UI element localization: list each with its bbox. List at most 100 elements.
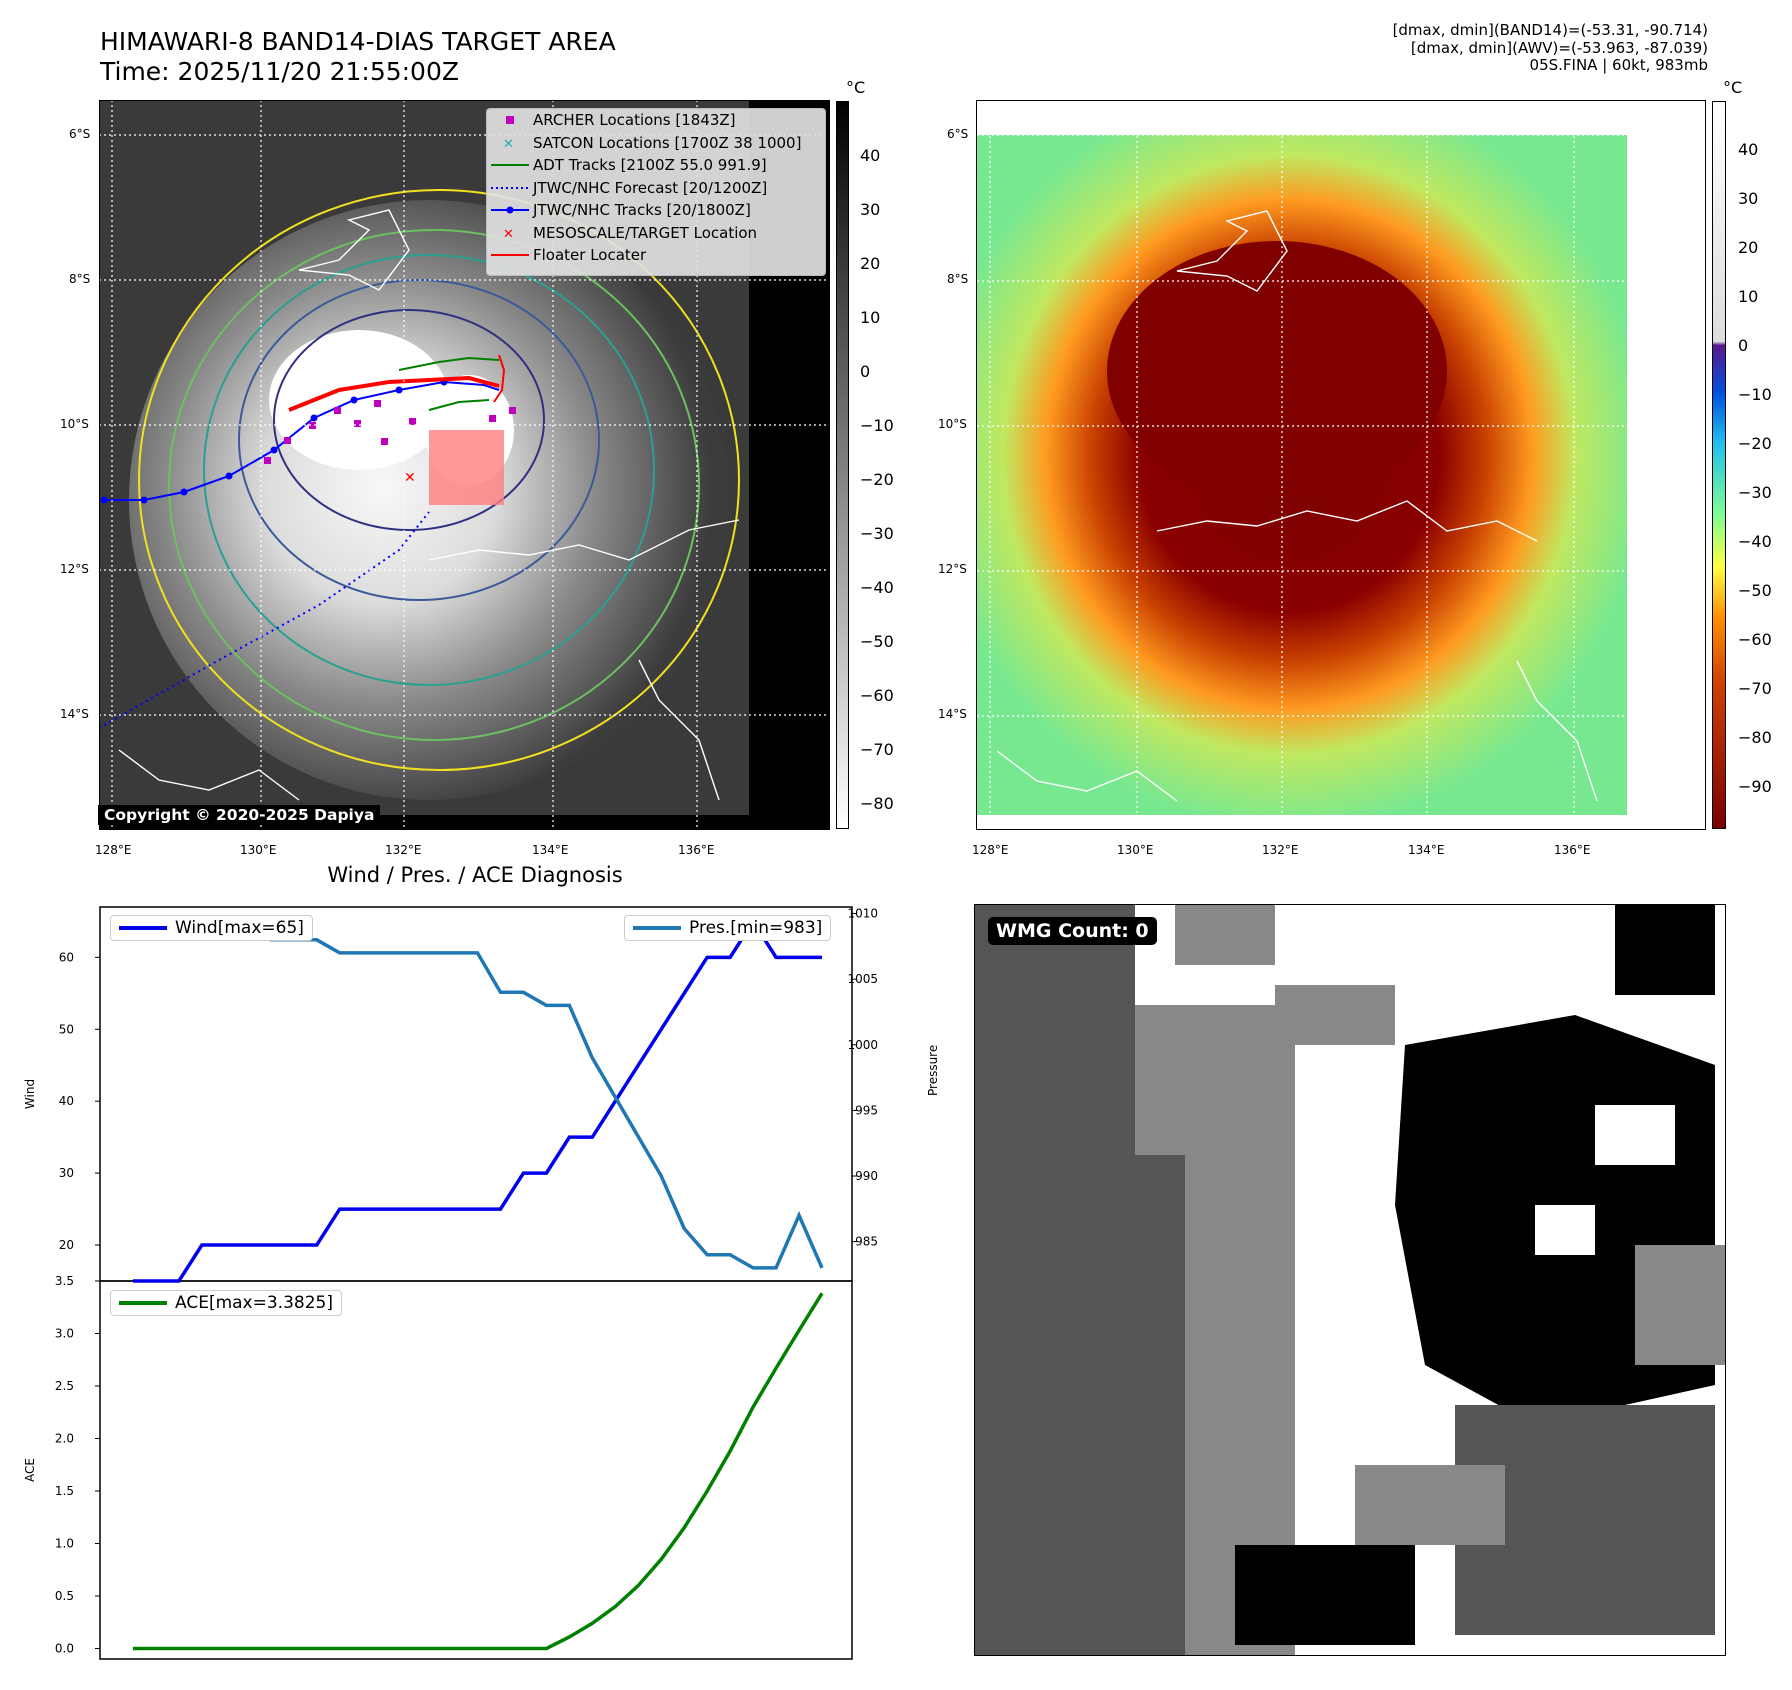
lat-tick: 6°S <box>69 127 90 141</box>
lon-tick: 130°E <box>240 843 277 857</box>
cb-tick: −50 <box>1738 581 1772 600</box>
dmax-dmin-awv: [dmax, dmin](AWV)=(-53.963, -87.039) <box>1393 40 1708 58</box>
y-tick-label: 1000 <box>847 1038 878 1052</box>
legend-archer: ARCHER Locations [1843Z] <box>487 109 825 132</box>
cb-tick: −80 <box>1738 728 1772 747</box>
lon-tick: 132°E <box>1262 843 1299 857</box>
x-marker-icon: ✕ <box>487 132 533 154</box>
y-tick-label: 1010 <box>847 907 878 921</box>
cb-tick: −60 <box>860 686 894 705</box>
colorbar-left-unit: °C <box>846 78 865 97</box>
y-tick-label: 3.0 <box>55 1327 74 1341</box>
copyright-label: Copyright © 2020-2025 Dapiya <box>98 805 380 825</box>
lat-tick: 14°S <box>60 707 89 721</box>
y-tick-label: 3.5 <box>55 1274 74 1288</box>
cb-tick: −80 <box>860 794 894 813</box>
legend-forecast: JTWC/NHC Forecast [20/1200Z] <box>487 177 825 200</box>
line-marker-icon <box>487 244 533 266</box>
y-tick-label: 1.0 <box>55 1537 74 1551</box>
wind-legend: Wind[max=65] <box>110 915 313 941</box>
lon-tick: 136°E <box>1554 843 1591 857</box>
pressure-axis-label-text: Pressure <box>926 1045 940 1096</box>
cb-tick: −10 <box>860 416 894 435</box>
lat-tick: 8°S <box>947 272 968 286</box>
lat-tick: 14°S <box>938 707 967 721</box>
y-tick-label: 2.0 <box>55 1432 74 1446</box>
cb-tick: −60 <box>1738 630 1772 649</box>
cb-tick: −40 <box>860 578 894 597</box>
lon-tick: 132°E <box>385 843 422 857</box>
ace-axes <box>100 1281 852 1659</box>
title-line1: HIMAWARI-8 BAND14-DIAS TARGET AREA <box>100 27 616 57</box>
lon-tick: 136°E <box>678 843 715 857</box>
title-line2: Time: 2025/11/20 21:55:00Z <box>100 57 616 87</box>
ace-series-line <box>133 1293 822 1648</box>
header-right: [dmax, dmin](BAND14)=(-53.31, -90.714) [… <box>1393 22 1708 75</box>
cb-tick: 20 <box>860 254 880 273</box>
cb-tick: 30 <box>1738 189 1758 208</box>
cb-tick: −10 <box>1738 385 1772 404</box>
y-tick-label: 50 <box>59 1022 74 1036</box>
cb-tick: −30 <box>1738 483 1772 502</box>
lon-tick: 128°E <box>972 843 1009 857</box>
legend-line-icon <box>119 926 167 930</box>
cb-tick: 20 <box>1738 238 1758 257</box>
y-tick-label: 2.5 <box>55 1379 74 1393</box>
cb-tick: −20 <box>1738 434 1772 453</box>
y-tick-label: 60 <box>59 950 74 964</box>
wmg-count-badge: WMG Count: 0 <box>988 917 1157 945</box>
lat-tick: 10°S <box>938 417 967 431</box>
lon-tick: 134°E <box>1408 843 1445 857</box>
lat-tick: 12°S <box>60 562 89 576</box>
y-tick-label: 30 <box>59 1166 74 1180</box>
awv-map-panel <box>976 100 1706 830</box>
lat-tick: 6°S <box>947 127 968 141</box>
colorbar-left <box>836 101 849 829</box>
pressure-legend: Pres.[min=983] <box>624 915 831 941</box>
pressure-series-line <box>133 927 822 1268</box>
cb-tick: −30 <box>860 524 894 543</box>
cb-tick: −70 <box>1738 679 1772 698</box>
cb-tick: −20 <box>860 470 894 489</box>
dotted-line-icon <box>487 177 533 199</box>
lon-tick: 130°E <box>1117 843 1154 857</box>
diagnosis-chart: 20 30 40 50 60 985 990 995 1000 1005 1010 0.0 0.5 1… <box>0 880 900 1690</box>
y-tick-label: 985 <box>855 1235 878 1249</box>
cb-tick: 40 <box>860 146 880 165</box>
y-tick-label: 995 <box>855 1103 878 1117</box>
cb-tick: −70 <box>860 740 894 759</box>
x-marker-icon: ✕ <box>487 222 533 244</box>
ace-legend: ACE[max=3.3825] <box>110 1290 342 1316</box>
y-tick-label: 990 <box>855 1169 878 1183</box>
cb-tick: −90 <box>1738 777 1772 796</box>
lon-tick: 134°E <box>532 843 569 857</box>
main-title: HIMAWARI-8 BAND14-DIAS TARGET AREA Time:… <box>100 27 616 87</box>
ace-axis-label: ACE <box>23 1458 37 1482</box>
cb-tick: −50 <box>860 632 894 651</box>
map-legend: ARCHER Locations [1843Z] ✕ SATCON Locati… <box>486 108 826 276</box>
colorbar-right-unit: °C <box>1723 78 1742 97</box>
svg-text:✕: ✕ <box>503 137 514 152</box>
colorbar-right <box>1712 101 1726 829</box>
dmax-dmin-band14: [dmax, dmin](BAND14)=(-53.31, -90.714) <box>1393 22 1708 40</box>
y-tick-label: 0.0 <box>55 1642 74 1656</box>
y-tick-label: 40 <box>59 1094 74 1108</box>
legend-line-icon <box>119 1301 167 1305</box>
lat-tick: 12°S <box>938 562 967 576</box>
wind-axis-label: Wind <box>23 1079 37 1109</box>
y-tick-label: 20 <box>59 1238 74 1252</box>
legend-satcon: ✕ SATCON Locations [1700Z 38 1000] <box>487 132 825 155</box>
wind-pres-axes <box>100 907 852 1281</box>
legend-mesoscale: ✕ MESOSCALE/TARGET Location <box>487 222 825 245</box>
cb-tick: 0 <box>1738 336 1748 355</box>
cb-tick: 0 <box>860 362 870 381</box>
line-dot-icon <box>487 199 533 221</box>
y-tick-label: 1005 <box>847 972 878 986</box>
cb-tick: 10 <box>860 308 880 327</box>
lon-tick: 128°E <box>95 843 132 857</box>
legend-line-icon <box>633 926 681 930</box>
cb-tick: −40 <box>1738 532 1772 551</box>
wmg-panel <box>974 904 1726 1656</box>
wmg-map <box>975 905 1725 1655</box>
awv-map <box>977 101 1705 829</box>
